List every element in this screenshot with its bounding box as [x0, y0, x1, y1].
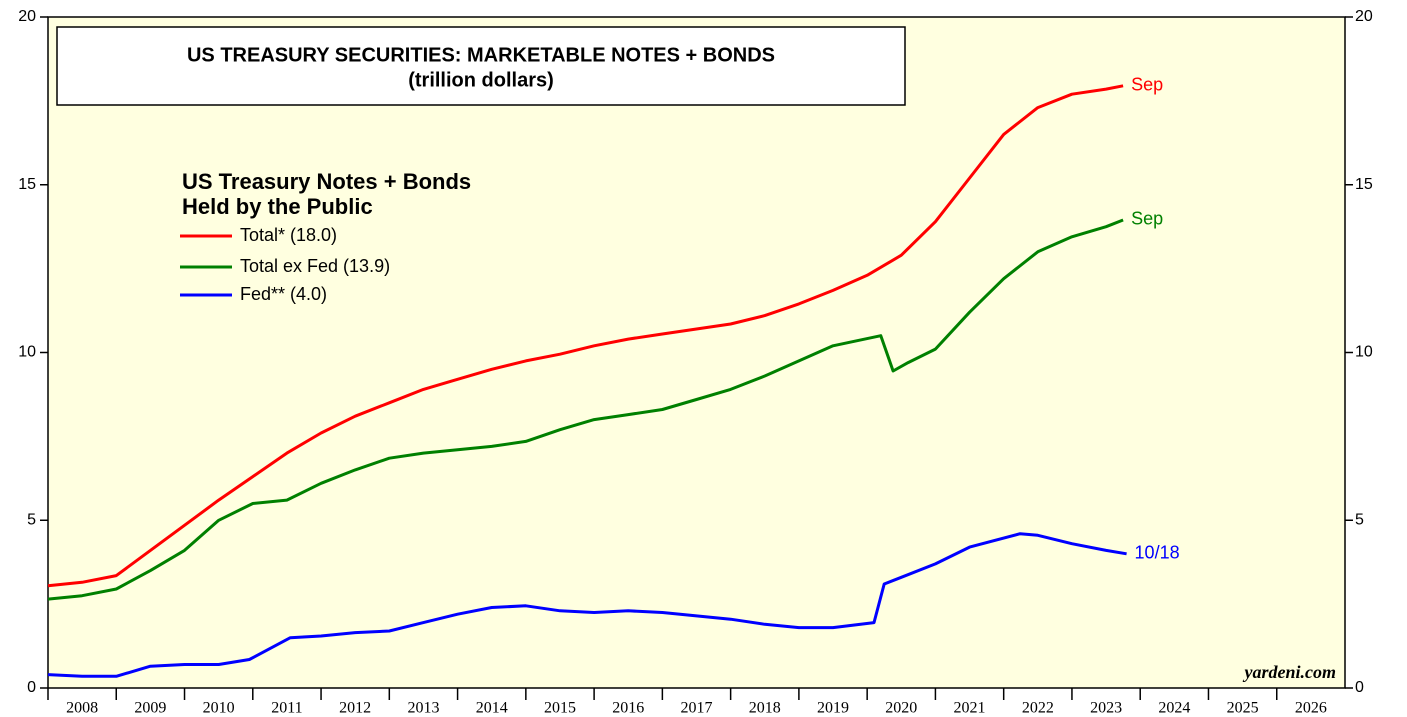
- x-tick-label: 2015: [544, 700, 576, 717]
- y-tick-label: 20: [18, 8, 36, 25]
- end-label: 10/18: [1135, 543, 1180, 563]
- x-tick-label: 2022: [1022, 700, 1054, 717]
- series-line: [47, 84, 1124, 588]
- y2-tick-label: 0: [1355, 679, 1364, 696]
- x-tick-label: 2016: [612, 700, 644, 717]
- x-tick-label: 2026: [1295, 700, 1327, 717]
- legend-title: US Treasury Notes + Bonds: [182, 169, 471, 194]
- y-tick-label: 5: [27, 511, 36, 528]
- y-tick-label: 10: [18, 344, 36, 361]
- title-box: [56, 26, 906, 106]
- source: yardeni.com: [1243, 662, 1337, 682]
- x-tick-label: 2014: [476, 700, 508, 717]
- x-tick-label: 2012: [339, 700, 371, 717]
- x-tick-label: 2017: [681, 700, 713, 717]
- series-line: [47, 532, 1127, 678]
- end-label: Sep: [1131, 75, 1163, 95]
- y-tick-label: 0: [27, 679, 36, 696]
- x-tick-label: 2023: [1090, 700, 1122, 717]
- end-label: Sep: [1131, 209, 1163, 229]
- legend-label: Total* (18.0): [240, 225, 337, 245]
- x-tick-label: 2019: [817, 700, 849, 717]
- chart-title: US TREASURY SECURITIES: MARKETABLE NOTES…: [187, 44, 775, 66]
- x-tick-label: 2009: [134, 700, 166, 717]
- series-line: [47, 218, 1124, 601]
- legend-title: Held by the Public: [182, 194, 373, 219]
- y-tick-label: 15: [18, 176, 36, 193]
- x-tick-label: 2011: [271, 700, 302, 717]
- legend-label: Total ex Fed (13.9): [240, 256, 390, 276]
- x-tick-label: 2020: [885, 700, 917, 717]
- x-tick-label: 2013: [407, 700, 439, 717]
- legend-label: Fed** (4.0): [240, 284, 327, 304]
- x-tick-label: 2018: [749, 700, 781, 717]
- x-tick-label: 2024: [1158, 700, 1190, 717]
- y2-tick-label: 10: [1355, 344, 1373, 361]
- y2-tick-label: 20: [1355, 8, 1373, 25]
- x-tick-label: 2010: [203, 700, 235, 717]
- x-tick-label: 2021: [954, 700, 986, 717]
- x-tick-label: 2008: [66, 700, 98, 717]
- x-tick-label: 2025: [1227, 700, 1259, 717]
- chart-subtitle: (trillion dollars): [408, 69, 554, 91]
- y2-tick-label: 5: [1355, 511, 1364, 528]
- plot-area: [47, 16, 1346, 689]
- y2-tick-label: 15: [1355, 176, 1373, 193]
